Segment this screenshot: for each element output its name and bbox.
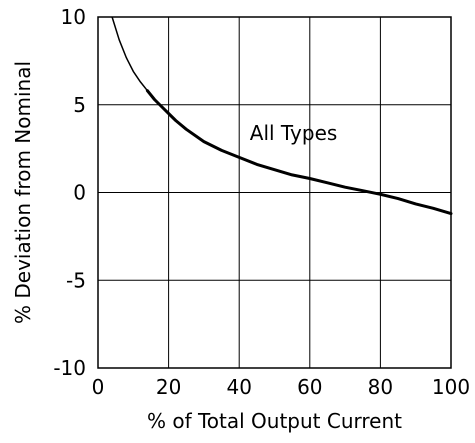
annotations: All Types bbox=[250, 121, 338, 145]
x-tick-label: 60 bbox=[297, 375, 322, 399]
x-axis-ticks: 0 20 40 60 80 100 bbox=[92, 375, 470, 399]
series-layer bbox=[111, 16, 453, 216]
y-axis-ticks: 10 5 0 -5 -10 bbox=[53, 5, 86, 380]
series-line-0 bbox=[145, 89, 453, 216]
x-tick-label: 20 bbox=[156, 375, 181, 399]
y-tick-label: -10 bbox=[53, 356, 86, 380]
y-tick-label: -5 bbox=[66, 268, 86, 292]
x-tick-label: 0 bbox=[92, 375, 105, 399]
plot-frame bbox=[97, 16, 452, 369]
x-tick-label: 40 bbox=[226, 375, 251, 399]
x-tick-label: 100 bbox=[432, 375, 470, 399]
series-line-0-upper bbox=[111, 16, 148, 92]
y-tick-label: 5 bbox=[73, 93, 86, 117]
y-tick-label: 10 bbox=[61, 5, 86, 29]
x-tick-label: 80 bbox=[368, 375, 393, 399]
y-axis-label: % Deviation from Nominal bbox=[11, 61, 35, 324]
x-axis-label: % of Total Output Current bbox=[147, 409, 402, 433]
y-tick-label: 0 bbox=[73, 181, 86, 205]
grid bbox=[97, 16, 452, 369]
annotation-label: All Types bbox=[250, 121, 338, 145]
